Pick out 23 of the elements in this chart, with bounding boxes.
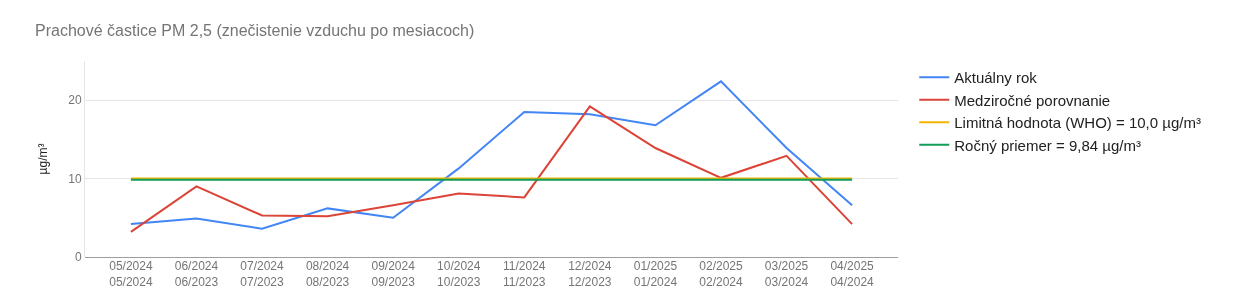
y-tick-label: 20 [68, 93, 82, 108]
y-tick-label: 10 [68, 171, 82, 186]
legend-label: Ročný priemer = 9,84 µg/m³ [954, 136, 1141, 154]
line-series [129, 105, 854, 233]
y-axis-title: µg/m³ [35, 143, 50, 175]
legend-label: Medziročné porovnanie [954, 91, 1111, 109]
legend-label: Limitná hodnota (WHO) = 10,0 µg/m³ [954, 114, 1201, 132]
line-series [129, 80, 854, 230]
x-tick-label: 03/2025 03/2024 [764, 259, 809, 289]
x-tick-label: 06/2024 06/2023 [174, 259, 219, 289]
x-tick-label: 02/2025 02/2024 [699, 259, 743, 289]
x-tick-label: 07/2024 07/2023 [240, 259, 285, 289]
x-tick-label: 01/2025 01/2024 [633, 259, 678, 289]
x-tick-label: 05/2024 05/2024 [109, 259, 153, 289]
x-tick-label: 04/2025 04/2024 [830, 259, 875, 289]
y-tick-label: 0 [74, 250, 82, 265]
x-tick-label: 11/2024 11/2023 [503, 259, 546, 289]
x-tick-label: 09/2024 09/2023 [371, 259, 416, 289]
x-tick-label: 12/2024 12/2023 [568, 259, 612, 289]
x-tick-label: 08/2024 08/2023 [305, 259, 350, 289]
x-tick-label: 10/2024 10/2023 [437, 259, 481, 289]
legend-label: Aktuálny rok [954, 69, 1038, 87]
chart-title: Prachové častice PM 2,5 (znečistenie vzduchu po mesiacoch) [35, 22, 475, 39]
